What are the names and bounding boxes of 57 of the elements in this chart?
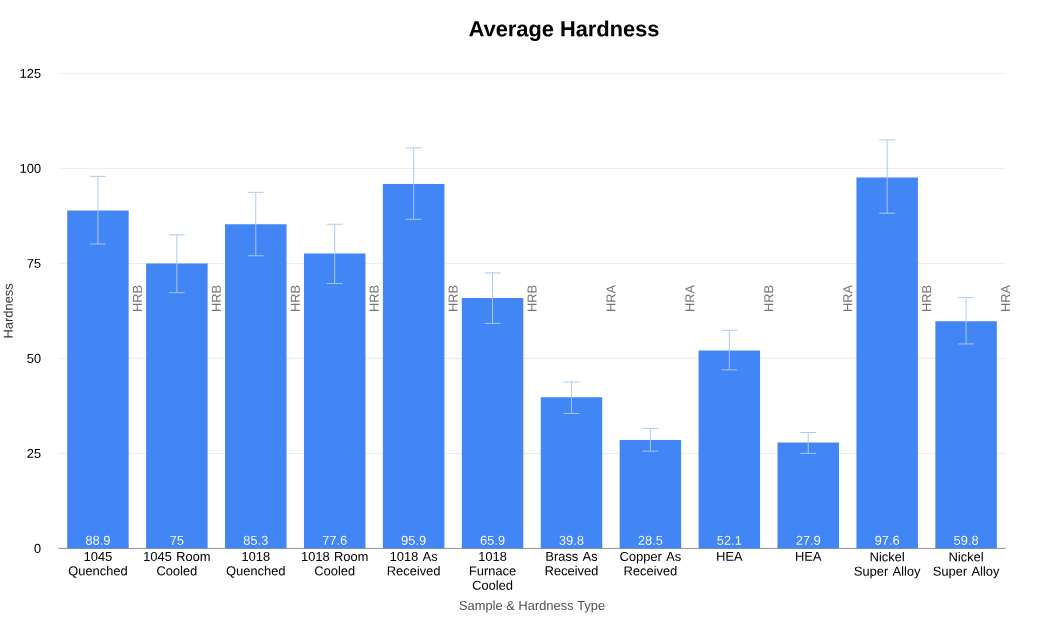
bar bbox=[698, 350, 761, 549]
annotation: HRB bbox=[764, 285, 774, 312]
x-tick-label: Brass As Received bbox=[545, 552, 598, 576]
bar bbox=[856, 177, 918, 549]
bar bbox=[540, 397, 603, 549]
data-label: 95.9 bbox=[401, 535, 426, 546]
annotation: HRA bbox=[685, 285, 695, 312]
annotation: HRA bbox=[843, 285, 853, 312]
data-label: 77.6 bbox=[322, 535, 347, 546]
annotation: HRB bbox=[922, 285, 932, 312]
annotation: HRB bbox=[132, 285, 142, 312]
x-tick-label: 1018 Room Cooled bbox=[302, 552, 368, 576]
bar bbox=[619, 440, 682, 549]
bar bbox=[67, 210, 129, 549]
x-tick-label: Nickel Super Alloy bbox=[854, 552, 921, 579]
x-tick-label: HEA bbox=[796, 552, 822, 561]
data-label: 39.8 bbox=[559, 535, 584, 546]
data-label: 88.9 bbox=[85, 535, 110, 546]
bar bbox=[777, 442, 839, 549]
y-axis-title: Hardness bbox=[3, 283, 13, 338]
y-tick-label: 100 bbox=[20, 163, 41, 174]
x-tick-label: 1018 Quenched bbox=[226, 552, 285, 578]
x-tick-label: 1018 As Received bbox=[387, 552, 440, 576]
bar bbox=[225, 224, 287, 549]
chart-title: Average Hardness bbox=[469, 20, 659, 42]
data-label: 65.9 bbox=[480, 535, 505, 546]
x-tick-label: 1045 Room Cooled bbox=[144, 552, 210, 576]
x-tick-label: HEA bbox=[717, 552, 743, 561]
y-tick-label: 0 bbox=[34, 544, 41, 554]
y-tick-label: 125 bbox=[20, 68, 41, 79]
bar bbox=[461, 298, 524, 549]
annotation: HRB bbox=[527, 285, 537, 312]
x-axis-title: Sample & Hardness Type bbox=[459, 600, 605, 613]
data-label: 27.9 bbox=[796, 535, 821, 546]
data-label: 97.6 bbox=[875, 535, 900, 546]
x-tick-label: Nickel Super Alloy bbox=[933, 552, 1000, 579]
x-tick-label: Copper As Received bbox=[620, 552, 681, 576]
bar bbox=[146, 263, 208, 549]
y-tick-label: 25 bbox=[27, 449, 41, 459]
annotation: HRB bbox=[211, 285, 221, 312]
annotation: HRB bbox=[290, 285, 300, 312]
annotation: HRA bbox=[1001, 285, 1010, 312]
bar bbox=[303, 253, 366, 549]
annotation: HRB bbox=[369, 285, 379, 312]
data-label: 59.8 bbox=[954, 535, 979, 546]
annotation: HRA bbox=[606, 285, 616, 312]
data-label: 52.1 bbox=[717, 535, 742, 546]
x-tick-label: 1018 Furnace Cooled bbox=[469, 552, 516, 590]
bar bbox=[935, 321, 997, 549]
data-label: 85.3 bbox=[243, 535, 268, 546]
annotation: HRB bbox=[448, 285, 458, 312]
y-tick-label: 50 bbox=[27, 354, 41, 364]
data-label: 28.5 bbox=[638, 535, 663, 546]
y-tick-label: 75 bbox=[27, 259, 41, 269]
bar bbox=[382, 184, 445, 549]
x-tick-label: 1045 Quenched bbox=[68, 552, 127, 578]
data-label: 75 bbox=[170, 536, 184, 546]
